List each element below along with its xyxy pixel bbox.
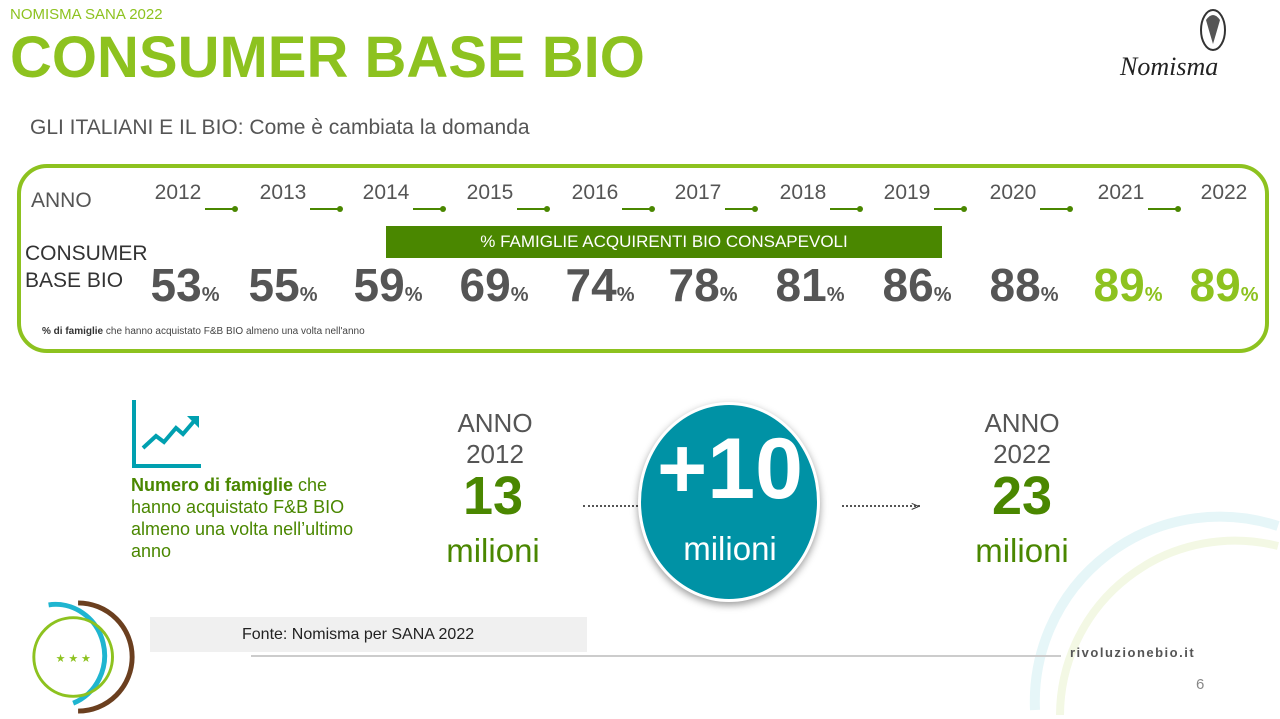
kicker: NOMISMA SANA 2022 [10, 6, 163, 23]
consumer-base-value: 78% [648, 258, 758, 312]
consumer-base-value: 89% [1073, 258, 1183, 312]
note-rest: che hanno acquistato F&B BIO almeno una … [103, 326, 365, 337]
arrow-head-icon: > [911, 498, 920, 514]
consumer-base-value: 53% [130, 258, 240, 312]
value-number: 89 [1189, 259, 1241, 311]
eu-organic-logo-icon: ★ ★ ★ [32, 600, 135, 714]
year-label: 2014 [362, 181, 410, 204]
year-label: 2020 [989, 181, 1037, 204]
note-bold: % di famiglie [42, 326, 104, 337]
start-year: 2012 [466, 439, 524, 469]
value-number: 89 [1093, 259, 1145, 311]
end-year: 2022 [993, 439, 1051, 469]
families-description: Numero di famiglie che hanno acquistato … [131, 474, 381, 562]
value-unit: % [404, 284, 423, 306]
site-link[interactable]: rivoluzionebio.it [1070, 645, 1196, 660]
year-label: 2019 [883, 181, 931, 204]
year-label: 2015 [466, 181, 514, 204]
value-unit: % [201, 284, 220, 306]
delta-unit: milioni [683, 530, 777, 567]
value-unit: % [933, 284, 952, 306]
timeline-connector [1148, 200, 1181, 212]
start-unit: milioni [446, 532, 540, 569]
families-bold: Numero di famiglie [131, 475, 294, 495]
timeline-connector [413, 200, 446, 212]
value-number: 69 [459, 259, 511, 311]
timeline-box [17, 164, 1269, 353]
timeline-connector [310, 200, 343, 212]
timeline-connector [725, 200, 758, 212]
timeline-connector [934, 200, 967, 212]
value-number: 78 [668, 259, 720, 311]
year-label: 2012 [154, 181, 202, 204]
consumer-base-value: 88% [969, 258, 1079, 312]
value-unit: % [719, 284, 738, 306]
year-label: 2022 [1200, 181, 1248, 204]
consumer-base-label: CONSUMER BASE BIO [25, 240, 148, 294]
timeline-connector [517, 200, 550, 212]
year-label: 2018 [779, 181, 827, 204]
year-label: 2021 [1097, 181, 1145, 204]
page-title: CONSUMER BASE BIO [10, 25, 645, 90]
year-label: 2016 [571, 181, 619, 204]
timeline-connector [205, 200, 238, 212]
end-anno: ANNO [984, 408, 1060, 438]
label-line: BASE BIO [25, 269, 124, 292]
value-number: 81 [775, 259, 827, 311]
value-unit: % [1144, 284, 1163, 306]
consumer-base-value: 89% [1169, 258, 1279, 312]
anno-label: ANNO [31, 189, 92, 212]
value-unit: % [510, 284, 529, 306]
value-number: 74 [565, 259, 617, 311]
delta-value: +10 [657, 421, 803, 517]
nomisma-logo-icon [1200, 9, 1226, 51]
decorative-arcs [1029, 511, 1280, 716]
end-unit: milioni [975, 532, 1069, 569]
note: % di famiglie che hanno acquistato F&B B… [42, 326, 365, 337]
year-label: 2017 [674, 181, 722, 204]
consumer-base-value: 74% [545, 258, 655, 312]
timeline-connector [830, 200, 863, 212]
value-number: 55 [248, 259, 300, 311]
start-value: 13 [462, 466, 524, 526]
year-label: 2013 [259, 181, 307, 204]
consumer-base-value: 69% [439, 258, 549, 312]
label-line: CONSUMER [25, 242, 148, 265]
value-unit: % [299, 284, 318, 306]
logo-text: Nomisma [1120, 52, 1219, 81]
footer-divider [251, 655, 1061, 657]
subtitle: GLI ITALIANI E IL BIO: Come è cambiata l… [30, 116, 530, 139]
consumer-base-value: 81% [755, 258, 865, 312]
consumer-base-value: 86% [862, 258, 972, 312]
svg-text:★ ★ ★: ★ ★ ★ [56, 653, 91, 665]
value-number: 53 [150, 259, 202, 311]
value-unit: % [616, 284, 635, 306]
page-number: 6 [1196, 676, 1205, 693]
dotted-arrow-left [583, 505, 638, 507]
consumer-base-value: 59% [333, 258, 443, 312]
value-unit: % [1240, 284, 1259, 306]
start-anno: ANNO [457, 408, 533, 438]
timeline-connector [622, 200, 655, 212]
source-note: Fonte: Nomisma per SANA 2022 [150, 617, 587, 652]
delta-circle [638, 402, 820, 602]
timeline-connector [1040, 200, 1073, 212]
value-unit: % [826, 284, 845, 306]
end-value: 23 [991, 466, 1053, 526]
dotted-arrow-right [842, 505, 920, 507]
banner: % FAMIGLIE ACQUIRENTI BIO CONSAPEVOLI [386, 226, 942, 258]
families-rest: che hanno acquistato F&B BIO almeno una … [131, 475, 354, 561]
consumer-base-value: 55% [228, 258, 338, 312]
trend-chart-icon [132, 400, 201, 468]
value-number: 88 [989, 259, 1041, 311]
value-unit: % [1040, 284, 1059, 306]
value-number: 59 [353, 259, 405, 311]
value-number: 86 [882, 259, 934, 311]
